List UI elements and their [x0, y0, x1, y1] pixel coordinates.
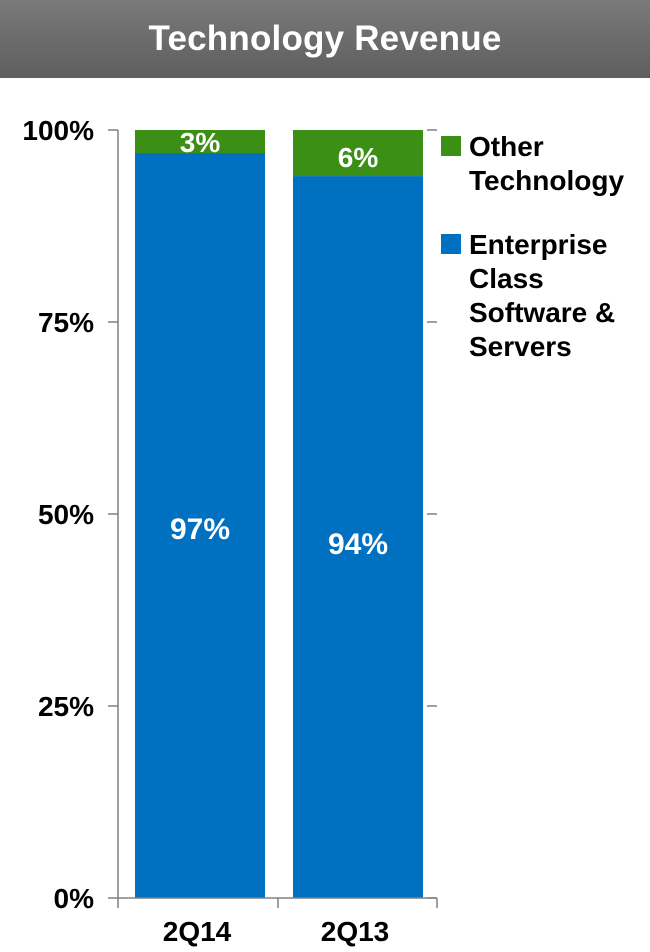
legend-label-other-line-2: Technology	[469, 165, 625, 196]
bar-enterprise-2q13	[293, 176, 423, 898]
legend-swatch-enterprise	[441, 234, 461, 254]
title-bar: Technology Revenue	[0, 0, 650, 78]
data-label-enterprise-2q14: 97%	[170, 513, 230, 546]
y-tick-label-4: 100%	[22, 115, 94, 146]
y-tick-label-0: 0%	[54, 883, 95, 914]
data-label-enterprise-2q13: 94%	[328, 528, 388, 561]
legend: Other Technology Enterprise Class Softwa…	[441, 130, 646, 394]
bar-other-2q14	[135, 130, 265, 154]
data-label-other-2q14: 3%	[180, 127, 221, 158]
legend-label-enterprise-line-3: Software &	[469, 297, 616, 328]
legend-label-enterprise-line-4: Servers	[469, 331, 572, 362]
x-tick-label-2q14: 2Q14	[163, 916, 232, 947]
legend-item-other: Other Technology	[441, 130, 646, 198]
chart-title: Technology Revenue	[148, 19, 502, 58]
data-label-other-2q13: 6%	[338, 142, 379, 173]
legend-label-other-line-1: Other	[469, 131, 544, 162]
bar-other-2q13	[293, 130, 423, 177]
legend-item-enterprise: Enterprise Class Software & Servers	[441, 228, 646, 364]
bar-enterprise-2q14	[135, 153, 265, 899]
legend-label-enterprise-line-1: Enterprise	[469, 229, 608, 260]
legend-label-other: Other Technology	[469, 130, 624, 198]
y-tick-label-1: 25%	[38, 691, 94, 722]
legend-label-enterprise: Enterprise Class Software & Servers	[469, 228, 615, 364]
y-tick-label-2: 50%	[38, 499, 94, 530]
legend-label-enterprise-line-2: Class	[469, 263, 544, 294]
y-tick-label-3: 75%	[38, 307, 94, 338]
x-tick-label-2q13: 2Q13	[321, 916, 390, 947]
legend-swatch-other	[441, 136, 461, 156]
